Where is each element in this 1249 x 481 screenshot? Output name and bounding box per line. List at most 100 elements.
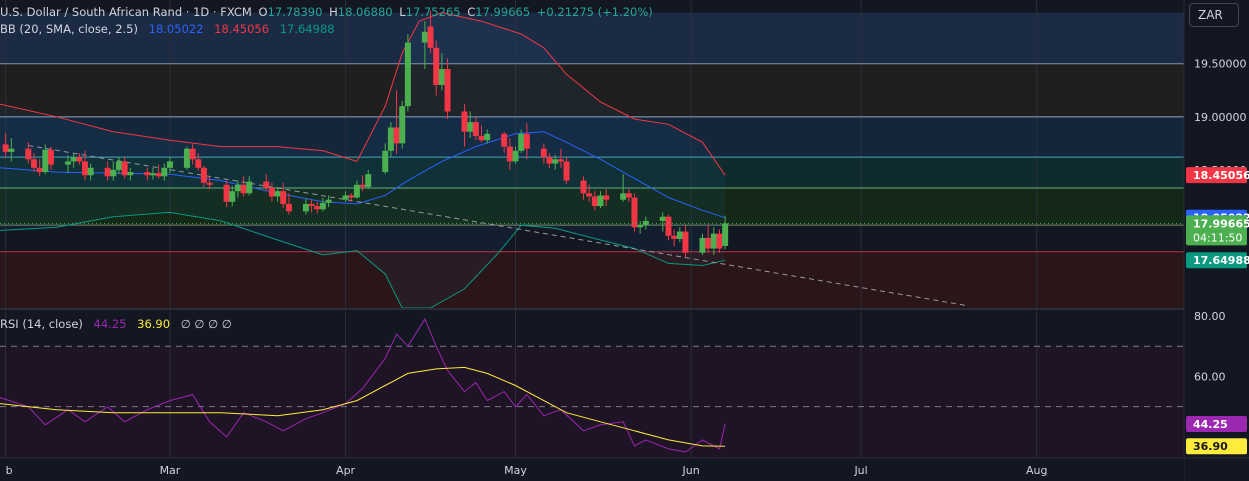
time-tick-label: b: [6, 464, 13, 477]
high-value: 18.06880: [337, 5, 393, 19]
candle-body: [563, 161, 570, 181]
candle-body: [523, 133, 530, 149]
candle-body: [127, 172, 134, 176]
close-value: 17.99665: [475, 5, 531, 19]
time-tick-label: Aug: [1026, 464, 1047, 477]
candle-body: [319, 202, 326, 210]
candle-body: [104, 167, 111, 177]
candle-body: [365, 174, 372, 187]
rsi-value-label-box: [1186, 438, 1247, 455]
time-tick-label: Jun: [682, 464, 700, 477]
zone-band: [0, 63, 1184, 117]
candle-body: [274, 191, 281, 197]
rsi-tick-label: 80.00: [1194, 310, 1226, 323]
candle-body: [501, 133, 508, 147]
bb-upper-line: [0, 12, 726, 176]
candle-body: [42, 149, 49, 173]
candle-body: [603, 195, 610, 200]
candle-body: [659, 216, 666, 221]
candle-body: [76, 157, 83, 162]
candle-body: [161, 167, 168, 177]
candle-body: [302, 203, 309, 212]
candle-body: [642, 220, 649, 226]
candle-body: [597, 195, 604, 207]
time-axis-bg: [0, 458, 1184, 481]
candle-body: [518, 133, 525, 151]
symbol-legend: U.S. Dollar / South African Rand · 1D · …: [0, 4, 656, 20]
zone-band: [0, 12, 1184, 64]
trendline: [28, 145, 969, 307]
price-label-box: [1186, 215, 1247, 246]
rsi-label[interactable]: RSI (14, close): [0, 317, 83, 331]
candle-body: [580, 180, 587, 194]
candle-body: [144, 172, 151, 176]
candle-body: [404, 42, 411, 107]
bb-lower-value: 17.64988: [279, 22, 335, 36]
candle-body: [263, 181, 270, 188]
candle-body: [308, 203, 315, 207]
candle-body: [478, 135, 485, 141]
rsi-tick-label: 60.00: [1194, 370, 1226, 383]
candle-body: [665, 216, 672, 236]
symbol-title[interactable]: U.S. Dollar / South African Rand · 1D · …: [0, 5, 252, 19]
bb-upper-value: 18.45056: [214, 22, 270, 36]
candle-body: [325, 199, 332, 203]
candle-body: [427, 26, 434, 48]
candle-body: [506, 146, 513, 162]
candle-body: [359, 184, 366, 187]
candle-body: [314, 206, 321, 210]
rsi-value-label-box: [1186, 416, 1247, 433]
candle-body: [467, 122, 474, 132]
candle-body: [30, 159, 37, 168]
candle-body: [393, 127, 400, 144]
candle-body: [240, 184, 247, 194]
candle-body: [557, 159, 564, 162]
candle-body: [438, 69, 445, 85]
candle-body: [348, 195, 355, 198]
bb-legend: BB (20, SMA, close, 2.5) 18.05022 18.450…: [0, 21, 338, 37]
time-tick-label: Jul: [853, 464, 867, 477]
currency-button[interactable]: ZAR: [1189, 3, 1239, 27]
bb-basis-line: [0, 131, 726, 219]
candle-body: [64, 161, 71, 165]
candle-body: [47, 149, 54, 165]
candle-body: [206, 182, 213, 185]
bb-label[interactable]: BB (20, SMA, close, 2.5): [0, 22, 138, 36]
price-label-text: 18.45056: [1193, 169, 1249, 182]
rsi-ma-line: [0, 366, 726, 447]
candle-body: [189, 148, 196, 160]
candle-body: [444, 69, 451, 112]
zone-band: [0, 116, 1184, 158]
candle-body: [722, 223, 729, 246]
candle-body: [699, 237, 706, 253]
rsi-value: 44.25: [93, 317, 127, 331]
candle-body: [81, 161, 88, 176]
bb-band-fill: [0, 12, 726, 308]
candle-body: [223, 184, 230, 202]
pane-separator: [0, 308, 1249, 310]
candle-body: [586, 193, 593, 197]
price-label-text: 17.99665: [1193, 217, 1249, 230]
change-value: +0.21275 (+1.20%): [536, 5, 653, 19]
candle-body: [705, 237, 712, 249]
candle-body: [234, 184, 241, 192]
bb-basis-value: 18.05022: [148, 22, 204, 36]
candle-body: [87, 167, 94, 176]
candle-body: [110, 169, 117, 177]
candle-body: [382, 150, 389, 173]
candle-body: [115, 161, 122, 170]
time-tick-label: May: [504, 464, 527, 477]
candle-body: [8, 148, 15, 152]
price-label-box: [1186, 167, 1247, 184]
candle-body: [484, 133, 491, 141]
high-label: H: [329, 5, 338, 19]
candle-body: [676, 231, 683, 239]
candle-body: [195, 159, 202, 168]
price-tick-label: 19.00000: [1194, 111, 1247, 124]
candle-body: [246, 181, 253, 194]
candle-body: [285, 203, 292, 212]
candle-body: [591, 196, 598, 207]
close-label: C: [467, 5, 476, 19]
rsi-extra-values: ∅ ∅ ∅ ∅: [180, 317, 232, 331]
